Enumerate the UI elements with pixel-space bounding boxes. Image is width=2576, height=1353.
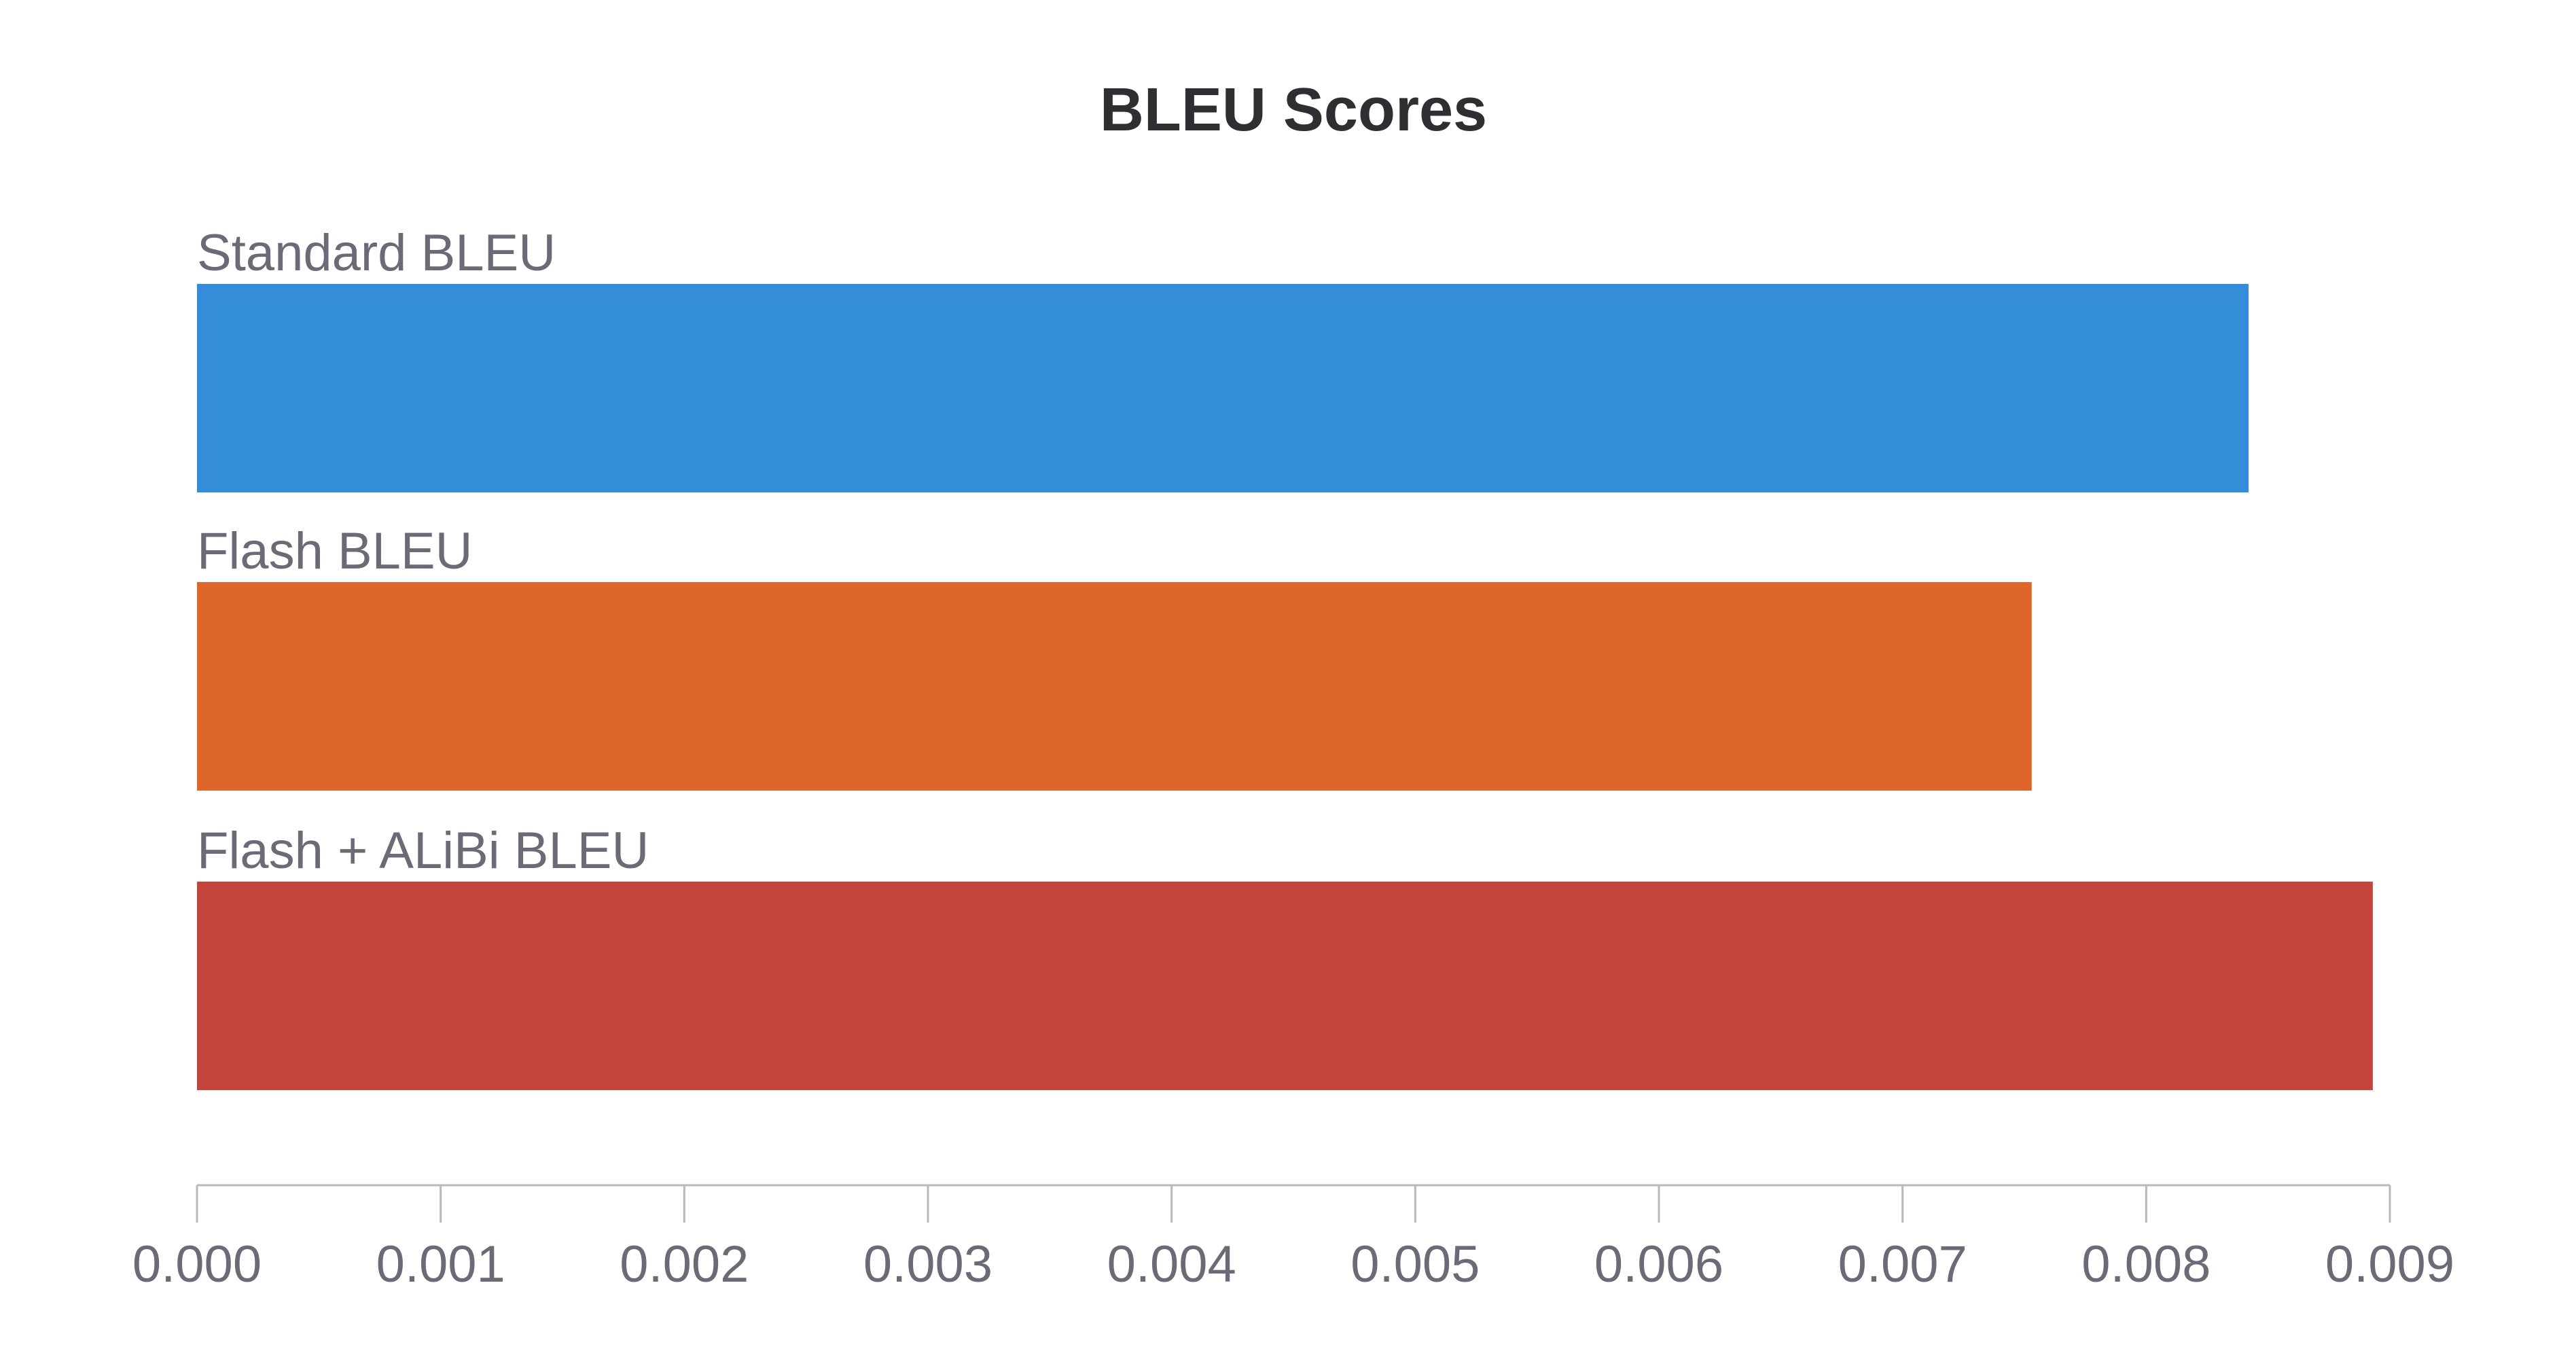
bar-label: Standard BLEU [197,224,556,282]
x-tick-label: 0.003 [863,1235,992,1293]
x-axis: 0.000 0.001 0.002 0.003 0.004 0.005 0.006 0.007… [132,1184,2454,1293]
x-tick-label: 0.006 [1594,1235,1723,1293]
bar-1 [197,582,2032,791]
bar-0 [197,284,2249,492]
x-tick-label: 0.008 [2081,1235,2211,1293]
x-tick-label: 0.004 [1107,1235,1236,1293]
x-tick-label: 0.002 [620,1235,749,1293]
bar-label: Flash BLEU [197,522,473,580]
bar-2 [197,882,2373,1090]
x-tick-label: 0.007 [1838,1235,1967,1293]
x-tick-label: 0.000 [132,1235,262,1293]
x-tick-label: 0.001 [376,1235,505,1293]
bar-label: Flash + ALiBi BLEU [197,822,649,880]
x-tick-label: 0.005 [1350,1235,1480,1293]
bars-group: Standard BLEU Flash BLEU Flash + ALiBi BLE… [197,224,2373,1090]
chart-title: BLEU Scores [1100,76,1487,144]
x-tick-label: 0.009 [2325,1235,2454,1293]
